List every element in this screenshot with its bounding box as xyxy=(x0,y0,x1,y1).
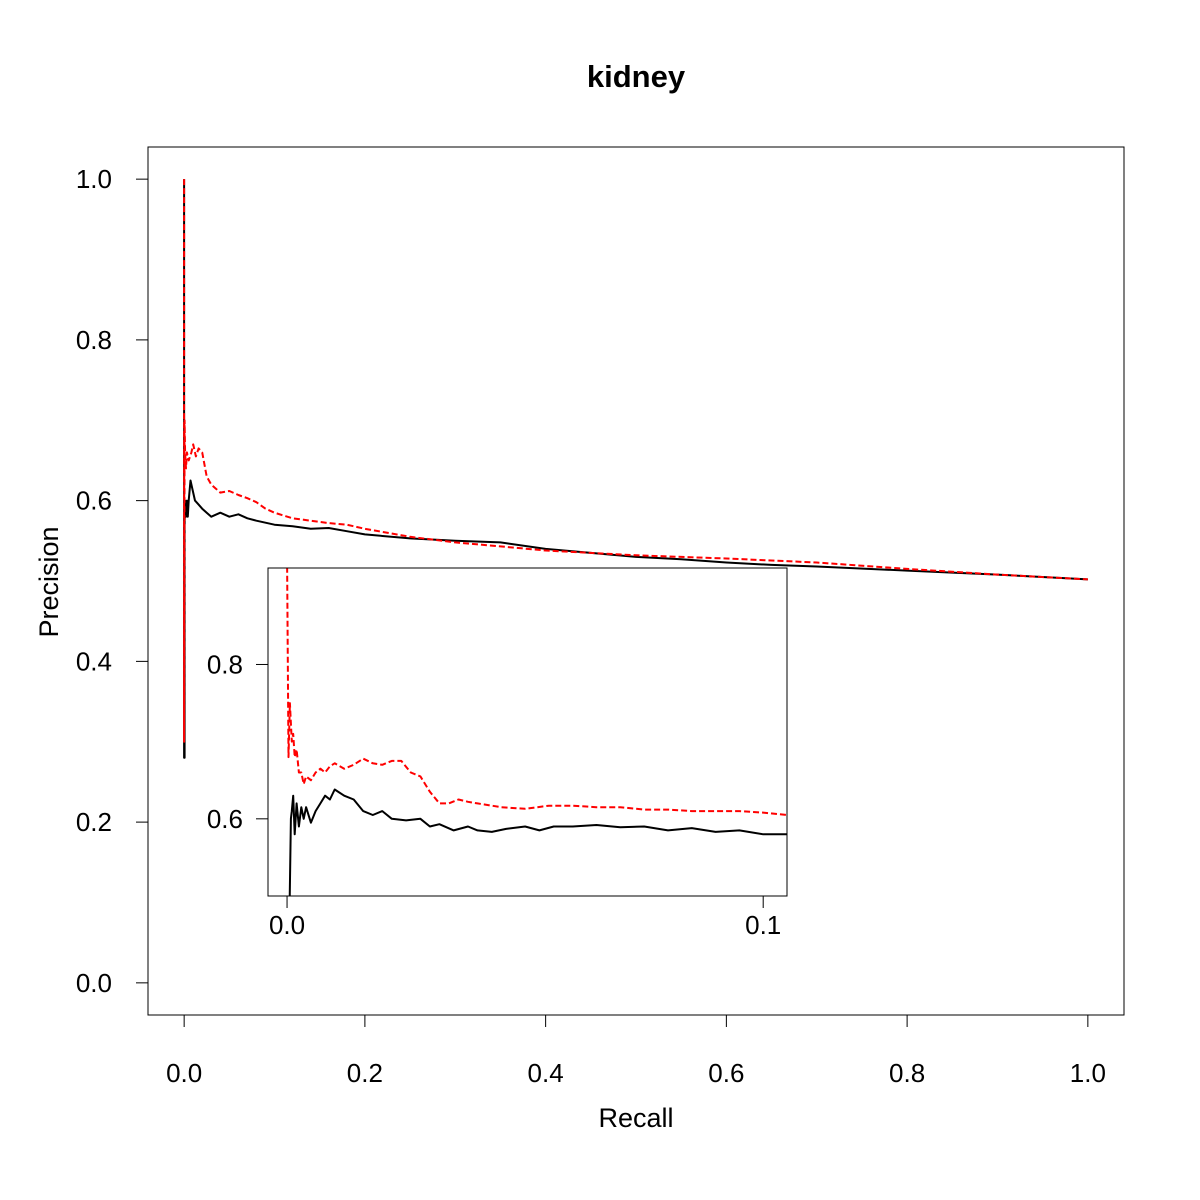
inset-background xyxy=(268,568,787,896)
inset-x-tick-label: 0.0 xyxy=(269,910,305,940)
inset-series-line-1 xyxy=(287,788,787,896)
main-series-lines xyxy=(183,179,1088,759)
main-y-tick-label: 0.8 xyxy=(76,325,112,355)
main-series-line-2 xyxy=(183,179,1088,743)
inset-series-lines xyxy=(286,568,787,896)
y-axis-title: Precision xyxy=(34,526,64,637)
main-x-tick-label: 1.0 xyxy=(1070,1058,1106,1088)
main-y-tick-label: 0.2 xyxy=(76,807,112,837)
main-x-tick-label: 0.4 xyxy=(528,1058,564,1088)
main-y-tick-label: 0.4 xyxy=(76,646,112,676)
main-series-line-1 xyxy=(183,179,1088,759)
main-axes: 0.0 0.2 0.4 0.6 0.8 1.0 0.0 0.2 0.4 0.6 0.8 1.0 xyxy=(76,164,1106,1088)
inset-series-line-2 xyxy=(286,568,787,816)
inset-y-tick-label: 0.6 xyxy=(207,804,243,834)
main-y-tick-label: 0.0 xyxy=(76,968,112,998)
main-x-tick-label: 0.0 xyxy=(166,1058,202,1088)
inset-axes: 0.0 0.1 0.6 0.8 xyxy=(207,649,781,940)
main-y-tick-label: 1.0 xyxy=(76,164,112,194)
main-x-tick-label: 0.8 xyxy=(889,1058,925,1088)
inset-x-tick-label: 0.1 xyxy=(745,910,781,940)
x-axis-title: Recall xyxy=(598,1103,673,1133)
main-y-tick-label: 0.6 xyxy=(76,486,112,516)
chart-title: kidney xyxy=(587,59,686,94)
inset-y-tick-label: 0.8 xyxy=(207,649,243,679)
main-x-tick-label: 0.6 xyxy=(708,1058,744,1088)
main-x-tick-label: 0.2 xyxy=(347,1058,383,1088)
